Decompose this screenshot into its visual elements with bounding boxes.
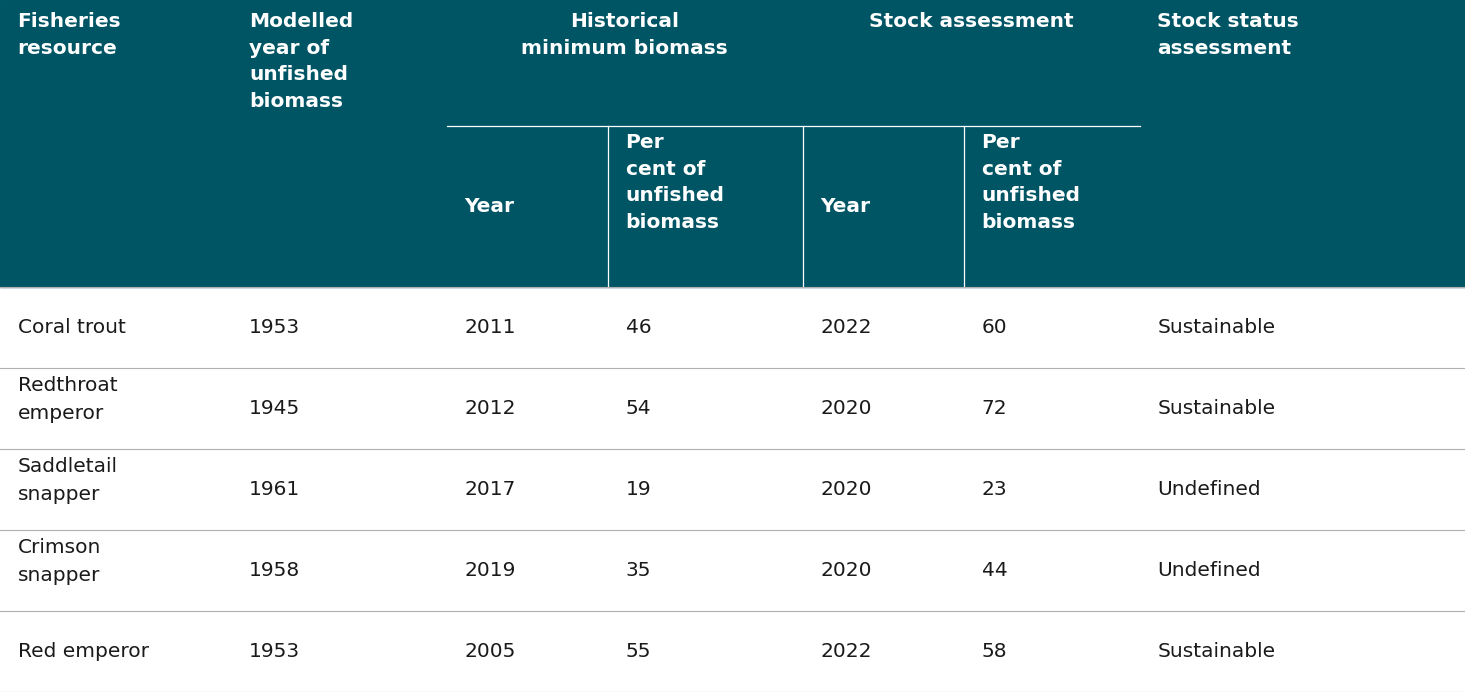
Text: Historical
minimum biomass: Historical minimum biomass [522,12,728,58]
Text: 1945: 1945 [249,399,300,418]
Text: Modelled
year of
unfished
biomass: Modelled year of unfished biomass [249,12,353,111]
Text: 35: 35 [626,561,650,580]
Text: 1958: 1958 [249,561,300,580]
Text: 46: 46 [626,318,650,337]
Text: 2017: 2017 [464,480,516,499]
Text: Undefined: Undefined [1157,561,1261,580]
Text: Red emperor: Red emperor [18,642,148,661]
Text: Sustainable: Sustainable [1157,642,1276,661]
Text: 2012: 2012 [464,399,516,418]
Text: Stock status
assessment: Stock status assessment [1157,12,1299,58]
Text: 2011: 2011 [464,318,516,337]
Text: 44: 44 [982,561,1008,580]
Text: 1953: 1953 [249,318,300,337]
Text: 1961: 1961 [249,480,300,499]
Text: 1953: 1953 [249,642,300,661]
Text: Per
cent of
unfished
biomass: Per cent of unfished biomass [626,134,725,232]
Text: Per
cent of
unfished
biomass: Per cent of unfished biomass [982,134,1081,232]
Text: 2022: 2022 [820,642,872,661]
Text: 60: 60 [982,318,1006,337]
Text: Crimson
snapper: Crimson snapper [18,538,101,585]
Text: 2020: 2020 [820,399,872,418]
Text: 72: 72 [982,399,1006,418]
Text: 2020: 2020 [820,561,872,580]
Text: 2020: 2020 [820,480,872,499]
Text: Fisheries
resource: Fisheries resource [18,12,122,58]
Bar [0,0,1465,287]
Text: Stock assessment: Stock assessment [869,12,1074,31]
Text: Year: Year [464,197,514,217]
Text: Year: Year [820,197,870,217]
Text: 2019: 2019 [464,561,516,580]
Text: Undefined: Undefined [1157,480,1261,499]
Text: 55: 55 [626,642,650,661]
Text: Sustainable: Sustainable [1157,318,1276,337]
Text: Sustainable: Sustainable [1157,399,1276,418]
Text: 58: 58 [982,642,1006,661]
Text: 54: 54 [626,399,650,418]
Text: Coral trout: Coral trout [18,318,126,337]
Text: 23: 23 [982,480,1006,499]
Text: 19: 19 [626,480,650,499]
Text: Redthroat
emperor: Redthroat emperor [18,376,117,424]
Text: Saddletail
snapper: Saddletail snapper [18,457,117,504]
Text: 2005: 2005 [464,642,516,661]
Text: 2022: 2022 [820,318,872,337]
